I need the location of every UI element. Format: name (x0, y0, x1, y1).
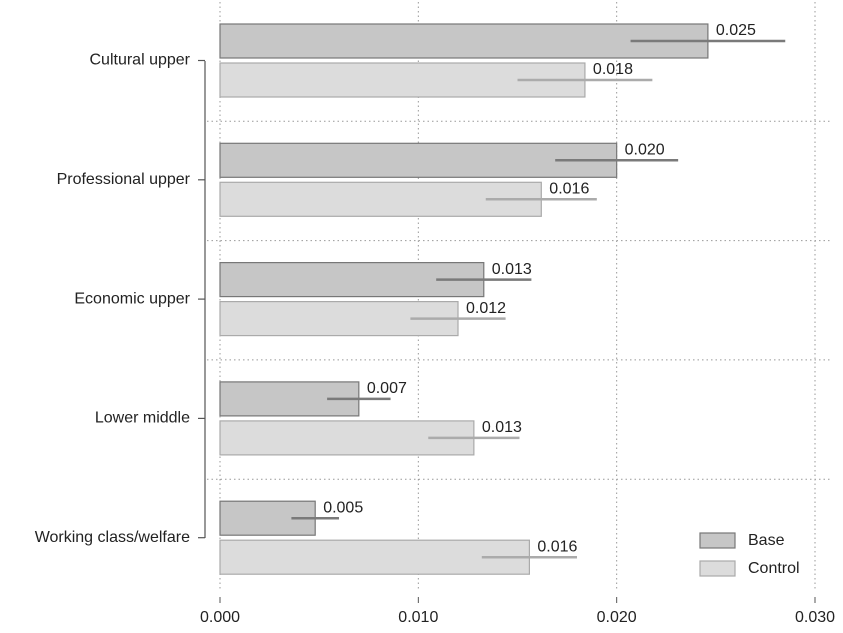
legend-label: Control (748, 560, 800, 577)
value-label: 0.012 (466, 300, 506, 317)
legend-swatch (699, 532, 736, 549)
bar (219, 142, 618, 178)
legend-swatch (699, 560, 736, 577)
value-label: 0.013 (492, 261, 532, 278)
y-tick-label: Professional upper (57, 171, 191, 188)
value-label: 0.020 (625, 142, 665, 159)
bar (219, 539, 530, 575)
value-label: 0.007 (367, 380, 407, 397)
x-tick-label: 0.010 (398, 609, 438, 626)
y-tick-label: Economic upper (74, 290, 190, 307)
value-label: 0.016 (537, 538, 577, 555)
value-label: 0.016 (549, 181, 589, 198)
x-tick-label: 0.030 (795, 609, 835, 626)
value-label: 0.025 (716, 22, 756, 39)
x-tick-label: 0.020 (597, 609, 637, 626)
value-label: 0.018 (593, 61, 633, 78)
value-label: 0.013 (482, 419, 522, 436)
y-tick-label: Working class/welfare (35, 529, 190, 546)
y-tick-label: Lower middle (95, 410, 190, 427)
legend-label: Base (748, 532, 785, 549)
value-label: 0.005 (323, 499, 363, 516)
y-tick-label: Cultural upper (90, 52, 191, 69)
x-tick-label: 0.000 (200, 609, 240, 626)
